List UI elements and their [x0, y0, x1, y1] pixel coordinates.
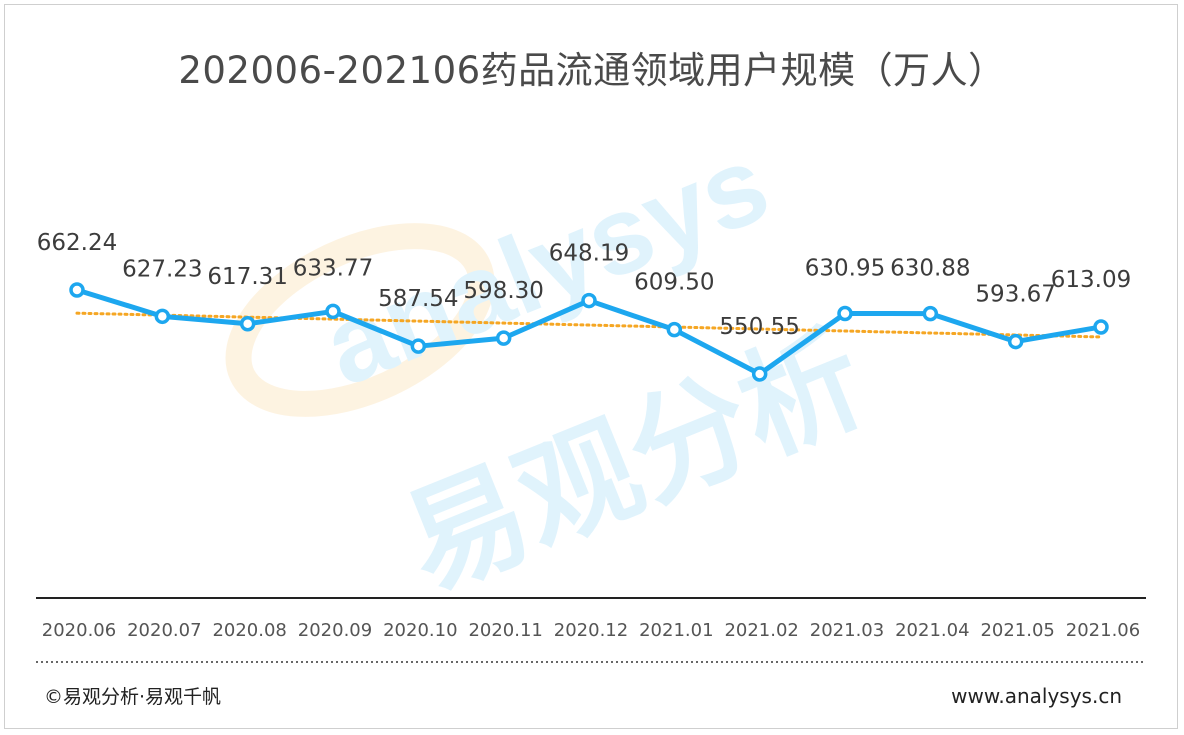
chart-frame: [4, 4, 1178, 729]
watermark-logo-icon: [225, 223, 495, 417]
x-tick-label: 2020.07: [127, 620, 201, 641]
watermark: analysys 易观分析: [225, 121, 883, 617]
data-label: 550.55: [719, 314, 799, 340]
website-link[interactable]: www.analysys.cn: [951, 684, 1122, 708]
data-points: [69, 282, 1109, 382]
x-tick-label: 2021.04: [895, 620, 969, 641]
data-label: 587.54: [378, 286, 458, 312]
data-point: [1007, 333, 1024, 350]
data-label: 609.50: [634, 270, 714, 296]
data-label: 627.23: [122, 256, 202, 282]
data-label: 593.67: [975, 282, 1055, 308]
copyright-text: ©易观分析·易观千帆: [44, 686, 222, 708]
data-point: [666, 321, 683, 338]
x-tick-label: 2021.03: [810, 620, 884, 641]
x-tick-label: 2021.01: [639, 620, 713, 641]
x-tick-label: 2020.09: [298, 620, 372, 641]
data-point: [239, 316, 256, 332]
data-label: 633.77: [293, 255, 373, 281]
x-tick-labels: 2020.06 2020.07 2020.08 2020.09 2020.10 2020.…: [42, 620, 1140, 641]
data-label: 630.95: [805, 256, 885, 282]
data-label: 648.19: [549, 241, 629, 267]
data-point: [1093, 319, 1109, 335]
data-label: 598.30: [463, 278, 543, 304]
data-label: 662.24: [37, 230, 117, 256]
data-point: [154, 308, 171, 325]
data-point: [325, 303, 341, 320]
x-tick-label: 2020.06: [42, 620, 116, 641]
data-point: [495, 330, 512, 346]
x-tick-label: 2020.12: [554, 620, 628, 641]
data-point: [837, 305, 853, 322]
data-label: 617.31: [207, 264, 287, 290]
x-tick-label: 2021.02: [724, 620, 798, 641]
x-tick-label: 2020.10: [383, 620, 457, 641]
data-label: 613.09: [1051, 267, 1131, 293]
data-point: [751, 366, 768, 382]
x-tick-label: 2020.11: [468, 620, 542, 641]
data-point: [922, 305, 939, 322]
data-label: 630.88: [890, 256, 970, 282]
x-tick-label: 2021.05: [980, 620, 1054, 641]
data-point: [581, 292, 597, 309]
x-tick-label: 2020.08: [212, 620, 286, 641]
x-tick-label: 2021.06: [1066, 620, 1140, 641]
data-point: [410, 338, 427, 354]
chart-title: 202006-202106药品流通领域用户规模（万人）: [178, 49, 1006, 92]
data-point: [69, 282, 85, 298]
